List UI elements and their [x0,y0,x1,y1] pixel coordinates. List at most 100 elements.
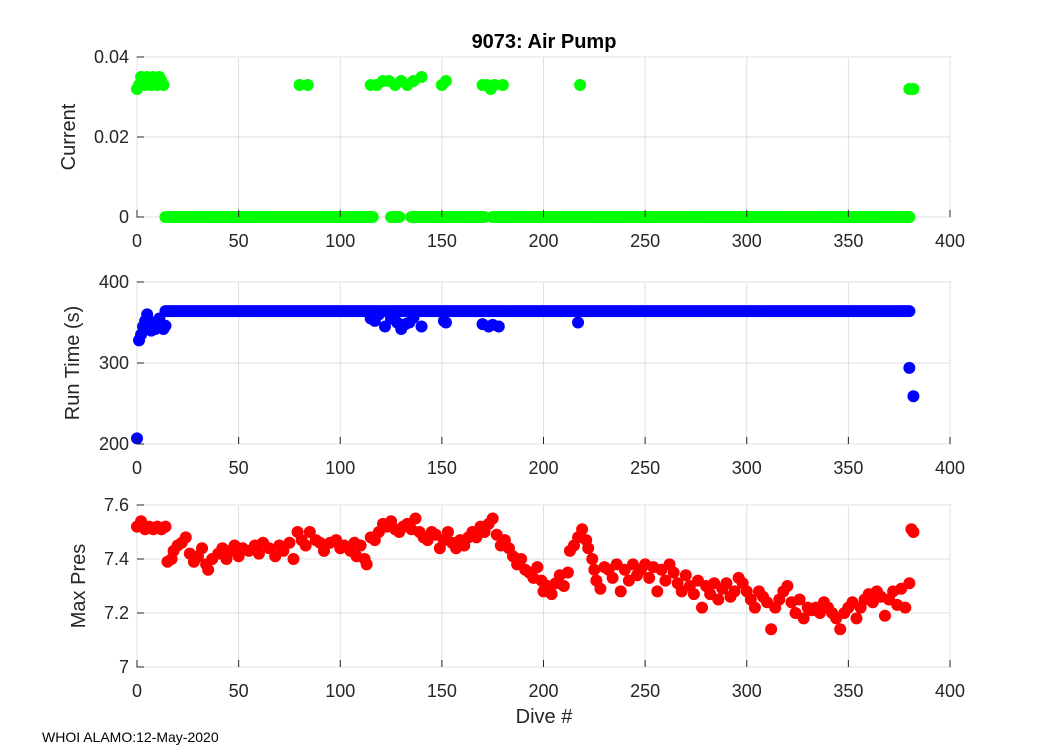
run-time-point [372,308,385,321]
max-pres-x-tick-label: 0 [132,681,142,701]
max-pres-point [878,609,891,622]
max-pres-point [196,542,209,555]
max-pres-point [797,612,810,625]
current-x-tick-label: 150 [427,231,457,251]
max-pres-point [441,526,454,538]
max-pres-y-tick-label: 7.2 [104,603,129,623]
run-time-x-tick-label: 350 [833,458,863,478]
run-time-y-tick-label: 200 [99,434,129,454]
run-time-y-axis-label: Run Time (s) [62,306,84,420]
max-pres-point [252,547,265,560]
max-pres-point [651,585,664,598]
max-pres-point [515,553,528,565]
current-baseline-points [159,211,916,223]
current-x-tick-label: 300 [732,231,762,251]
run-time-point [439,316,452,329]
current-x-tick-label: 50 [229,231,249,251]
current-point [366,211,379,223]
run-time-x-tick-label: 100 [325,458,355,478]
current-panel: 0 50 100 150 200 250 300 350 400 0 0.02 0.04 Curre… [58,47,965,251]
max-pres-point [907,526,920,538]
current-point [439,75,452,87]
max-pres-point [903,577,916,590]
current-point [301,79,314,91]
current-x-ticks: 0 50 100 150 200 250 300 350 400 [132,210,965,251]
max-pres-x-tick-label: 150 [427,681,457,701]
max-pres-x-tick-label: 250 [630,681,660,701]
current-x-tick-label: 200 [528,231,558,251]
current-x-tick-label: 0 [132,231,142,251]
max-pres-y-ticks: 7 7.2 7.4 7.6 [104,495,144,677]
current-point [157,79,170,91]
max-pres-point [299,539,312,552]
run-time-x-tick-label: 50 [229,458,249,478]
max-pres-point [588,563,601,576]
max-pres-point [793,593,806,606]
max-pres-point [287,553,300,565]
max-pres-point [834,623,847,636]
run-time-point [907,390,920,403]
run-time-x-tick-label: 250 [630,458,660,478]
max-pres-point [594,582,607,595]
max-pres-point [557,580,570,592]
run-time-point [903,305,916,318]
max-pres-point [643,571,656,584]
max-pres-x-tick-label: 350 [833,681,863,701]
max-pres-point [667,566,680,579]
max-pres-point [850,612,863,625]
run-time-x-tick-label: 300 [732,458,762,478]
max-pres-panel: 0 50 100 150 200 250 300 350 400 7 7.2 7.4 7.6 Max … [68,495,965,701]
max-pres-point [179,531,192,544]
max-pres-point [586,553,599,565]
max-pres-point [354,539,367,552]
current-point [907,83,920,95]
run-time-point [415,320,428,333]
max-pres-point [582,542,595,555]
current-x-tick-label: 350 [833,231,863,251]
max-pres-x-tick-label: 50 [229,681,249,701]
max-pres-x-tick-label: 100 [325,681,355,701]
max-pres-points [131,512,920,636]
x-axis-label: Dive # [516,706,574,728]
current-x-tick-label: 100 [325,231,355,251]
max-pres-point [409,512,422,525]
run-time-point [407,311,420,324]
max-pres-x-tick-label: 400 [935,681,965,701]
max-pres-x-tick-label: 200 [528,681,558,701]
run-time-y-tick-label: 400 [99,272,129,292]
max-pres-grid [136,504,951,668]
max-pres-point [614,585,627,598]
current-y-axis-label: Current [58,103,80,170]
max-pres-x-ticks: 0 50 100 150 200 250 300 350 400 [132,660,965,701]
current-y-tick-label: 0 [119,207,129,227]
current-point [393,211,406,223]
run-time-baseline-points [159,305,916,318]
max-pres-point [159,520,172,533]
run-time-point [492,320,505,333]
run-time-x-tick-label: 400 [935,458,965,478]
run-time-point [572,316,585,329]
max-pres-point [765,623,778,636]
run-time-x-tick-label: 0 [132,458,142,478]
run-time-x-tick-label: 200 [528,458,558,478]
current-y-tick-label: 0.04 [94,47,129,67]
max-pres-point [283,536,296,549]
run-time-points [131,308,920,445]
current-point [415,71,428,83]
max-pres-point [687,588,700,601]
run-time-x-tick-label: 150 [427,458,457,478]
current-y-tick-label: 0.02 [94,127,129,147]
run-time-x-ticks: 0 50 100 150 200 250 300 350 400 [132,437,965,478]
run-time-y-tick-label: 300 [99,353,129,373]
max-pres-point [486,512,499,525]
run-time-point [159,319,172,332]
current-points [131,71,920,95]
current-point [903,211,916,223]
max-pres-point [606,571,619,584]
current-x-tick-label: 400 [935,231,965,251]
max-pres-point [712,593,725,606]
max-pres-point [659,574,672,587]
max-pres-point [720,577,733,590]
max-pres-point [202,563,215,576]
